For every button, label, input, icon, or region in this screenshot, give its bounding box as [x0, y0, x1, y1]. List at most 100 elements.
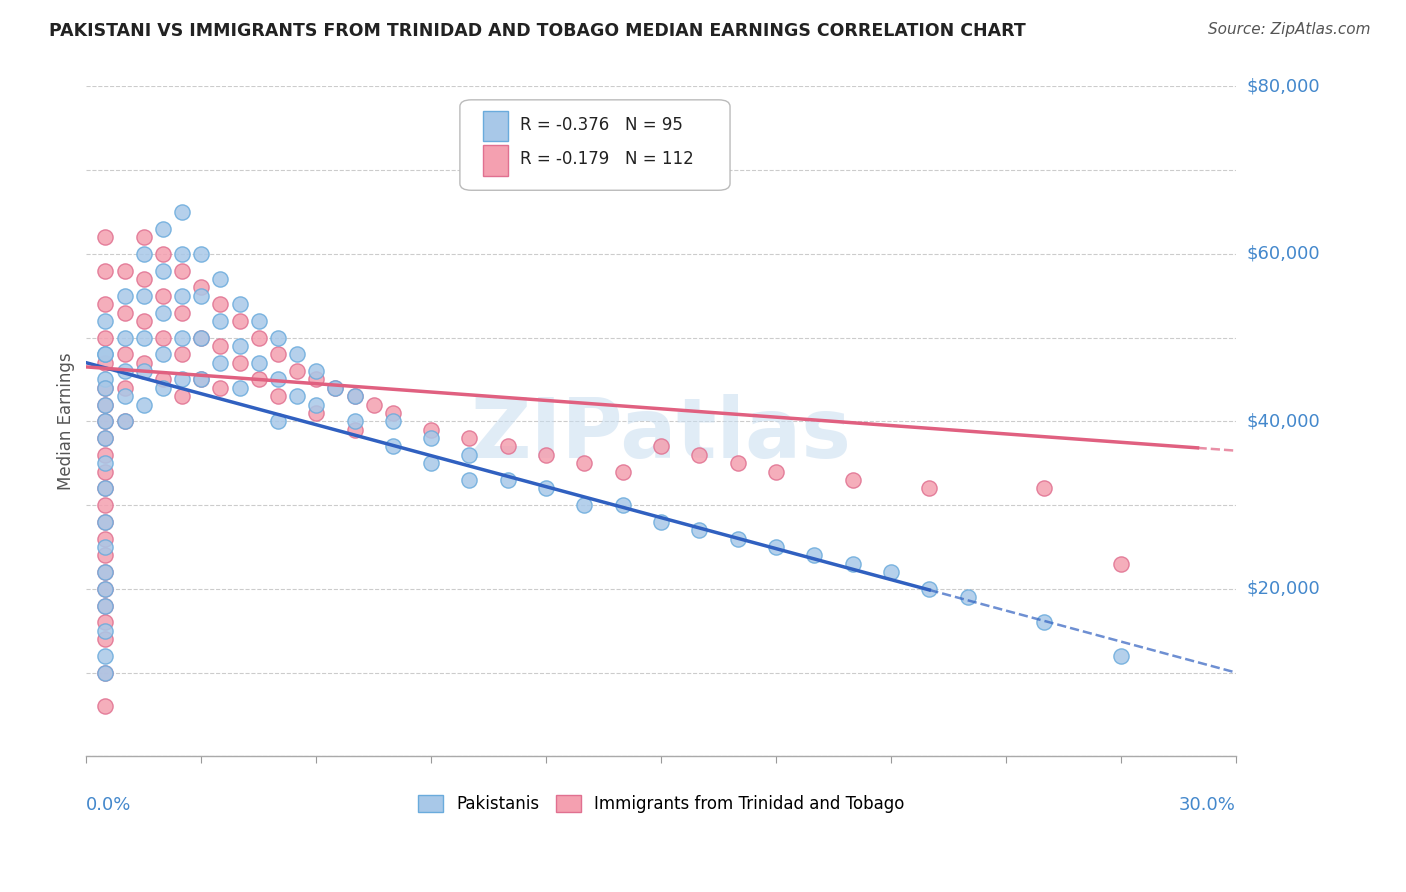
Point — [247, 356, 270, 370]
Point — [114, 331, 136, 345]
Point — [574, 456, 596, 470]
Point — [247, 314, 270, 328]
Point — [172, 247, 194, 261]
Point — [132, 289, 155, 303]
Text: $40,000: $40,000 — [1247, 412, 1320, 430]
Text: R = -0.376   N = 95: R = -0.376 N = 95 — [520, 116, 682, 135]
Point — [94, 565, 117, 579]
Point — [918, 582, 941, 596]
Point — [94, 582, 117, 596]
Point — [343, 389, 366, 403]
Text: Source: ZipAtlas.com: Source: ZipAtlas.com — [1208, 22, 1371, 37]
Point — [152, 331, 174, 345]
Point — [612, 498, 634, 512]
Point — [132, 331, 155, 345]
Point — [534, 448, 557, 462]
Point — [285, 389, 308, 403]
Point — [152, 221, 174, 235]
Point — [267, 372, 290, 386]
Point — [267, 389, 290, 403]
Point — [94, 314, 117, 328]
FancyBboxPatch shape — [460, 100, 730, 190]
Point — [94, 624, 117, 638]
Point — [381, 414, 404, 428]
Point — [94, 582, 117, 596]
Point — [172, 389, 194, 403]
Point — [94, 331, 117, 345]
Point — [94, 372, 117, 386]
Point — [94, 414, 117, 428]
Point — [228, 339, 250, 353]
Point — [267, 347, 290, 361]
Point — [152, 347, 174, 361]
Point — [190, 280, 212, 294]
Point — [343, 423, 366, 437]
Point — [343, 389, 366, 403]
Point — [1033, 615, 1056, 630]
Point — [94, 398, 117, 412]
Text: $20,000: $20,000 — [1247, 580, 1320, 598]
Point — [458, 448, 481, 462]
Text: $60,000: $60,000 — [1247, 245, 1320, 263]
FancyBboxPatch shape — [482, 145, 508, 176]
Point — [727, 532, 749, 546]
Point — [458, 431, 481, 445]
Point — [94, 381, 117, 395]
Point — [267, 331, 290, 345]
Point — [228, 297, 250, 311]
Point — [114, 381, 136, 395]
Point — [305, 398, 328, 412]
Point — [94, 431, 117, 445]
Point — [94, 347, 117, 361]
Text: 0.0%: 0.0% — [86, 797, 132, 814]
Point — [94, 481, 117, 495]
Point — [688, 523, 710, 537]
Point — [94, 532, 117, 546]
Point — [94, 431, 117, 445]
Point — [650, 515, 672, 529]
Text: 30.0%: 30.0% — [1180, 797, 1236, 814]
Point — [228, 314, 250, 328]
Point — [172, 205, 194, 219]
Point — [94, 347, 117, 361]
Point — [94, 540, 117, 554]
Legend: Pakistanis, Immigrants from Trinidad and Tobago: Pakistanis, Immigrants from Trinidad and… — [409, 787, 912, 822]
Point — [247, 372, 270, 386]
Point — [363, 398, 385, 412]
Point — [94, 498, 117, 512]
Point — [114, 389, 136, 403]
Point — [152, 263, 174, 277]
Point — [172, 289, 194, 303]
Point — [94, 665, 117, 680]
Point — [94, 632, 117, 646]
Point — [94, 230, 117, 244]
Point — [343, 414, 366, 428]
Point — [496, 473, 519, 487]
Point — [172, 347, 194, 361]
Point — [727, 456, 749, 470]
Text: $80,000: $80,000 — [1247, 78, 1320, 95]
Point — [152, 372, 174, 386]
Point — [1109, 557, 1132, 571]
Point — [381, 440, 404, 454]
Point — [190, 289, 212, 303]
Point — [956, 590, 979, 604]
Point — [94, 456, 117, 470]
Point — [94, 263, 117, 277]
Point — [132, 272, 155, 286]
Point — [172, 372, 194, 386]
Point — [612, 465, 634, 479]
Point — [94, 297, 117, 311]
Point — [267, 414, 290, 428]
Text: ZIPatlas: ZIPatlas — [471, 394, 852, 475]
Point — [94, 565, 117, 579]
Point — [94, 356, 117, 370]
Point — [94, 665, 117, 680]
Point — [918, 481, 941, 495]
Point — [209, 356, 232, 370]
Point — [381, 406, 404, 420]
Point — [94, 414, 117, 428]
Point — [305, 372, 328, 386]
Point — [152, 247, 174, 261]
Point — [94, 481, 117, 495]
